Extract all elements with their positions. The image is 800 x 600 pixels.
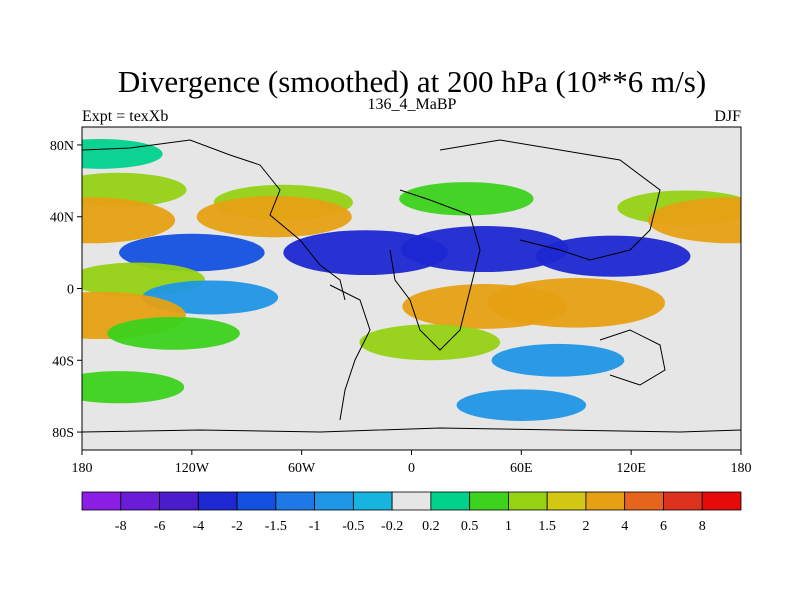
- x-axis: 180 120W 60W 0 60E 120E 180: [72, 450, 752, 476]
- y-tick-label-3: 40S: [52, 354, 74, 369]
- field-blob-6: [647, 197, 741, 244]
- colorbar-swatch-7: [352, 491, 393, 511]
- colorbar-label-11: 1.5: [538, 519, 556, 534]
- x-tick-label-0: 180: [72, 461, 93, 476]
- field-blob-11: [535, 235, 691, 277]
- divergence-field: [82, 139, 741, 421]
- coast-americas-north: [82, 139, 346, 301]
- colorbar-label-3: -2: [231, 519, 243, 534]
- field-blob-3: [399, 182, 534, 216]
- x-tick-label-3: 0: [408, 461, 415, 476]
- coast-south-america: [329, 284, 371, 421]
- colorbar-label-2: -4: [192, 519, 204, 534]
- coast-australia: [599, 329, 666, 386]
- colorbar-swatch-9: [430, 491, 471, 511]
- colorbar-label-14: 6: [660, 519, 667, 534]
- field-blob-20: [82, 371, 185, 404]
- y-tick-label-2: 0: [67, 283, 74, 298]
- y-tick-label-4: 80S: [52, 426, 74, 441]
- colorbar-swatch-0: [81, 491, 122, 511]
- colorbar-label-0: -8: [115, 519, 127, 534]
- colorbar-label-8: 0.2: [422, 519, 440, 534]
- colorbar-swatch-2: [159, 491, 199, 511]
- colorbar-label-4: -1.5: [265, 519, 287, 534]
- y-axis: 80N 40N 0 40S 80S: [50, 139, 82, 441]
- x-tick-label-2: 60W: [288, 461, 316, 476]
- colorbar-swatch-15: [663, 491, 703, 511]
- x-tick-label-4: 60E: [510, 461, 533, 476]
- left-string: Expt = texXb: [82, 108, 168, 125]
- x-tick-label-6: 180: [731, 461, 752, 476]
- y-tick-label-0: 80N: [50, 139, 74, 154]
- colorbar-swatch-14: [624, 491, 664, 511]
- colorbar-label-6: -0.5: [342, 519, 364, 534]
- colorbar-label-10: 1: [505, 519, 512, 534]
- x-tick-label-1: 120W: [175, 461, 210, 476]
- coast-eurasia: [439, 139, 661, 261]
- colorbar-swatch-10: [469, 491, 509, 511]
- colorbar-label-9: 0.5: [461, 519, 479, 534]
- colorbar-label-13: 4: [621, 519, 628, 534]
- colorbar-label-15: 8: [699, 519, 706, 534]
- colorbar-label-12: 2: [582, 519, 589, 534]
- colorbar-swatch-4: [236, 491, 277, 511]
- coast-antarctica: [82, 427, 741, 433]
- center-string: 136_4_MaBP: [368, 96, 457, 113]
- field-blob-5: [82, 197, 176, 244]
- x-tick-label-5: 120E: [616, 461, 646, 476]
- colorbar-label-7: -0.2: [381, 519, 403, 534]
- colorbar-swatch-8: [391, 491, 432, 511]
- field-blob-10: [400, 226, 569, 273]
- coastlines: [82, 139, 741, 433]
- field-blob-21: [456, 389, 587, 421]
- field-blob-7: [196, 196, 352, 238]
- field-blob-15: [487, 278, 666, 328]
- colorbar-swatch-12: [546, 491, 587, 511]
- field-blob-17: [107, 316, 240, 350]
- coast-africa: [389, 189, 481, 351]
- right-string: DJF: [714, 108, 741, 125]
- colorbar-swatch-5: [275, 491, 315, 511]
- colorbar-label-1: -6: [154, 519, 166, 534]
- colorbar-swatch-1: [120, 491, 160, 511]
- map-plot-area: [82, 127, 741, 450]
- colorbar-swatch-16: [701, 491, 742, 511]
- field-blob-8: [119, 233, 265, 272]
- colorbar-label-5: -1: [309, 519, 321, 534]
- field-blob-19: [491, 343, 625, 377]
- colorbar-swatch-13: [585, 491, 626, 511]
- colorbar-swatch-11: [508, 491, 548, 511]
- field-blob-18: [359, 324, 501, 361]
- colorbar-swatch-6: [314, 491, 354, 511]
- colorbar: -8 -6 -4 -2 -1.5 -1 -0.5 -0.2 0.2 0.5 1 1.5 2 4 6 8: [81, 491, 742, 534]
- chart-title: Divergence (smoothed) at 200 hPa (10**6 …: [118, 64, 706, 99]
- y-tick-label-1: 40N: [50, 211, 74, 226]
- colorbar-swatch-3: [197, 491, 238, 511]
